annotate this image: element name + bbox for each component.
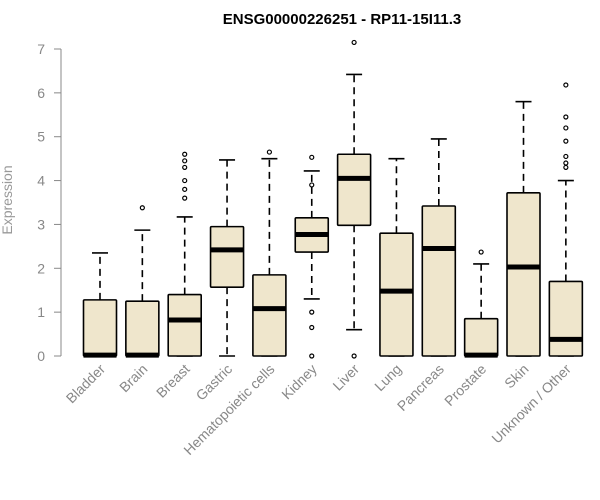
outlier-point [563,160,569,166]
outlier-point [563,153,569,160]
outlier-point [309,353,315,359]
y-tick-label: 5 [37,129,45,145]
outlier-point [563,114,569,120]
x-tick-label: Liver [329,361,362,394]
box-rect [548,280,584,357]
box-pancreas [421,138,457,357]
outlier-point [182,151,188,157]
box-skin [506,100,541,357]
y-axis: 0 1 2 3 4 5 6 7 [37,41,62,364]
y-tick-label: 3 [37,216,45,232]
outlier-point [182,158,188,164]
outlier-point [266,149,272,155]
outlier-point [563,82,569,88]
x-tick-label: Lung [371,361,404,394]
box-rect [463,317,499,357]
y-axis-label: Expression [0,165,15,234]
x-tick-label: Prostate [441,361,489,409]
box-prostate [463,249,499,358]
box-rect [167,293,202,357]
outlier-point [563,138,569,144]
box-unknown-other [548,82,584,357]
boxes-group [82,39,584,359]
box-gastric [209,159,245,357]
box-rect [506,192,541,357]
box-rect [252,274,287,357]
outlier-point [563,164,569,171]
box-kidney [294,154,330,359]
outlier-point [309,154,315,160]
y-tick-label: 4 [37,173,45,189]
outlier-point [351,353,357,359]
outlier-point [309,182,315,188]
outlier-point [182,164,188,171]
outlier-point [309,324,315,331]
box-rect [336,153,372,227]
x-tick-label: Skin [501,361,532,392]
box-hematopoietic-cells [252,149,287,357]
box-rect [379,232,414,357]
outlier-point [182,177,188,184]
outlier-point [478,249,484,255]
y-tick-label: 0 [37,348,45,364]
box-rect [82,299,118,357]
outlier-point [139,205,145,211]
outlier-point [351,39,357,46]
y-tick-label: 6 [37,85,45,101]
box-rect [421,205,457,357]
box-liver [336,39,372,359]
y-tick-label: 2 [37,260,45,276]
box-bladder [82,252,118,358]
x-tick-label: Kidney [278,361,320,403]
x-tick-label: Pancreas [394,361,447,414]
x-tick-label: Bladder [63,361,109,407]
outlier-point [309,309,315,315]
box-lung [379,157,414,357]
outlier-point [563,125,569,131]
y-tick-label: 7 [37,41,45,57]
box-brain [125,205,160,358]
y-tick-label: 1 [37,304,45,320]
x-tick-label: Breast [153,361,193,401]
box-rect [209,225,245,288]
x-tick-label: Unknown / Other [488,361,574,447]
box-breast [167,151,202,357]
outlier-point [182,186,188,192]
outlier-point [182,195,188,201]
chart-title: ENSG00000226251 - RP11-15I11.3 [223,11,462,28]
box-rect [125,300,160,357]
x-tick-label: Brain [116,361,150,395]
